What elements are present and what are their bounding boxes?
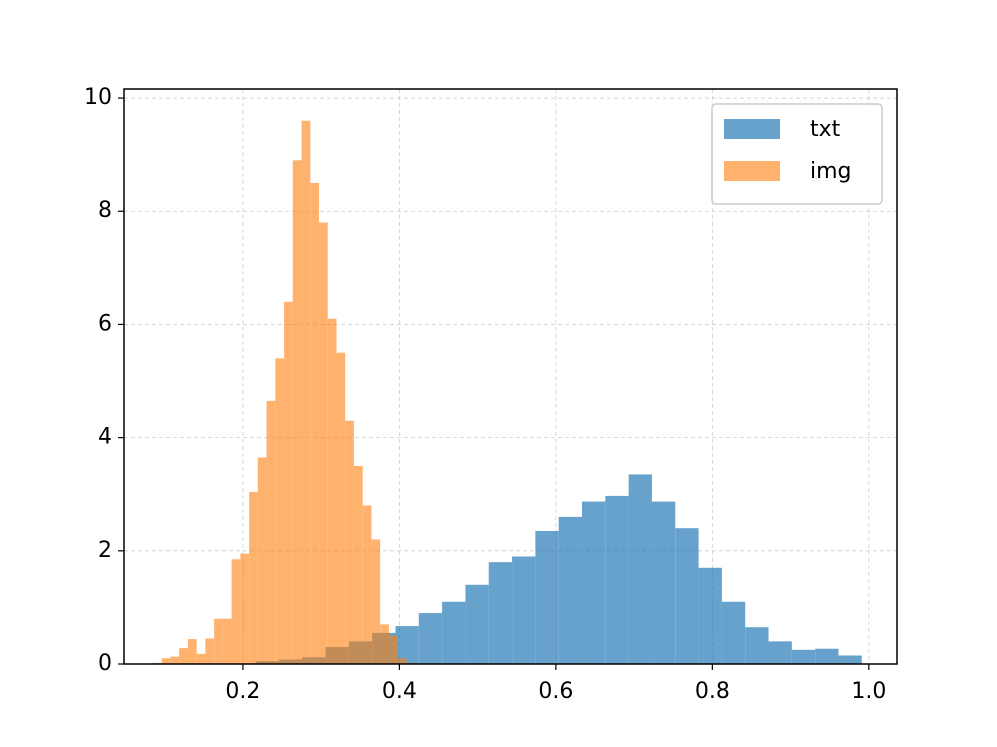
- bar: [698, 567, 722, 664]
- bar: [214, 618, 223, 664]
- x-tick-label: 0.4: [382, 679, 417, 704]
- x-tick-label: 0.2: [225, 679, 260, 704]
- bar: [582, 501, 606, 664]
- x-tick-label: 1.0: [851, 679, 886, 704]
- bar: [395, 626, 419, 664]
- bar: [284, 301, 293, 664]
- bar: [721, 601, 746, 664]
- bar: [418, 613, 443, 664]
- bar: [380, 624, 389, 664]
- bar: [240, 553, 250, 664]
- bar: [231, 559, 241, 664]
- bar: [345, 420, 354, 664]
- bar: [371, 539, 381, 664]
- legend-swatch: [724, 119, 780, 139]
- bar: [187, 639, 197, 664]
- legend-label: txt: [810, 117, 841, 142]
- x-tick-label: 0.8: [695, 679, 730, 704]
- bar: [161, 658, 171, 664]
- y-tick-label: 8: [98, 198, 112, 223]
- bar: [336, 352, 346, 664]
- bar: [397, 658, 407, 664]
- bar: [628, 474, 652, 664]
- bar: [488, 562, 513, 664]
- y-tick-label: 0: [98, 651, 112, 676]
- bar: [266, 400, 276, 664]
- bar: [791, 649, 816, 664]
- bar: [465, 584, 489, 664]
- bar: [318, 222, 328, 664]
- bar: [745, 627, 769, 664]
- bar: [388, 635, 398, 664]
- bar: [815, 648, 839, 664]
- bar: [257, 457, 267, 664]
- bar: [301, 120, 311, 664]
- y-tick-label: 4: [98, 425, 112, 450]
- bar: [651, 501, 676, 664]
- series: [152, 120, 416, 665]
- y-tick-label: 10: [84, 85, 112, 110]
- plot-frame: [123, 88, 898, 665]
- bar: [292, 160, 302, 664]
- y-tick-label: 2: [98, 538, 112, 563]
- bar: [327, 318, 337, 664]
- bar: [205, 638, 215, 664]
- bar: [605, 495, 629, 664]
- bar: [353, 465, 363, 664]
- bar: [222, 618, 232, 664]
- bar: [196, 653, 206, 664]
- bar: [362, 505, 372, 664]
- bar: [179, 648, 188, 664]
- bar: [170, 656, 180, 664]
- legend-swatch: [724, 161, 780, 181]
- bar: [275, 358, 285, 664]
- bar: [558, 516, 583, 664]
- bar: [535, 531, 559, 664]
- bar: [442, 601, 466, 664]
- bar: [512, 556, 536, 664]
- bar: [768, 641, 792, 664]
- x-tick-label: 0.6: [538, 679, 573, 704]
- bar: [675, 528, 699, 664]
- bar: [249, 491, 258, 664]
- legend-label: img: [810, 159, 852, 184]
- bar: [310, 182, 319, 665]
- y-tick-label: 6: [98, 311, 112, 336]
- bar: [838, 655, 862, 664]
